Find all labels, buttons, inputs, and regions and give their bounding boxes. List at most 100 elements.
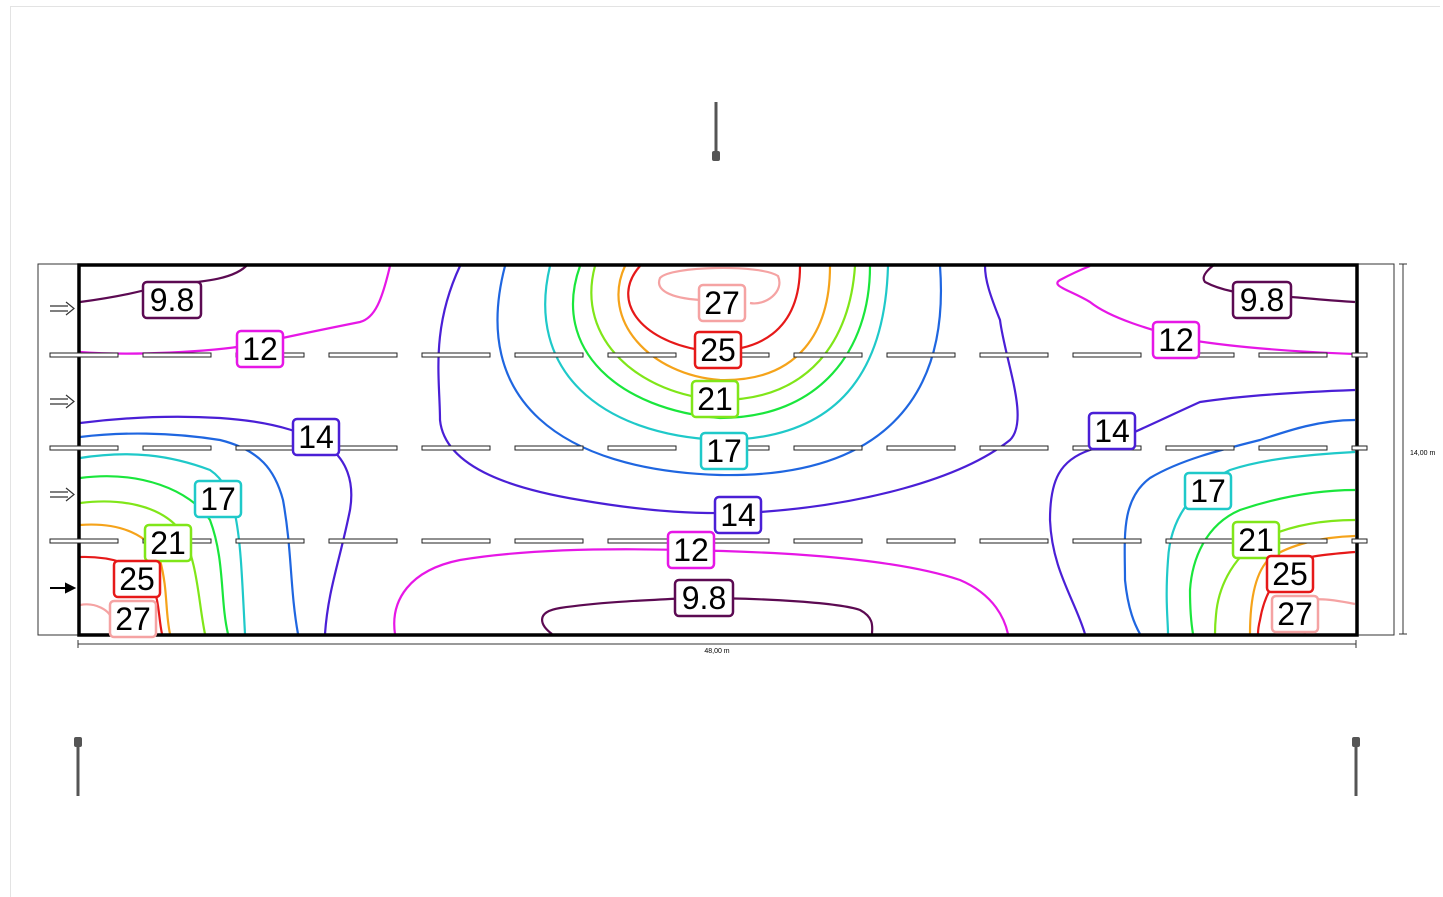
- isoline-label-9_8: 9.8: [1231, 280, 1293, 320]
- label-text: 14: [720, 497, 756, 533]
- label-box: [1265, 554, 1315, 594]
- label-text: 9.8: [1240, 282, 1284, 318]
- arrow-open-3: [50, 487, 75, 502]
- isoline-green-left: [79, 475, 230, 635]
- isoline-label-21: 21: [690, 379, 740, 419]
- isoline-blue-left: [79, 432, 300, 635]
- lane-dash: [49, 538, 119, 544]
- label-box: [697, 283, 747, 323]
- lane-dash: [607, 538, 677, 544]
- label-text: 21: [1238, 522, 1274, 558]
- label-box: [699, 431, 749, 471]
- isoline-blue-right: [1123, 418, 1356, 635]
- isoline-green-right: [1188, 488, 1356, 635]
- lane-dash: [886, 538, 956, 544]
- label-box: [666, 530, 716, 570]
- arrow-solid: [50, 582, 77, 594]
- luminaire-bottom-right: [1352, 737, 1360, 796]
- label-box: [141, 280, 203, 320]
- isoline-label-25: 25: [112, 559, 162, 599]
- label-text: 17: [1190, 473, 1226, 509]
- label-text: 17: [200, 481, 236, 517]
- direction-arrows: [50, 301, 77, 594]
- label-box: [1231, 520, 1281, 560]
- lane-dash: [607, 352, 677, 358]
- label-text: 27: [115, 601, 151, 637]
- label-text: 14: [298, 419, 334, 455]
- isoline-labels: 9.81214172125272725211714129.89.81214172…: [108, 280, 1320, 639]
- isoline-27-center: [657, 266, 781, 305]
- label-box: [673, 578, 735, 618]
- lane-dash: [1351, 538, 1368, 544]
- width-dimension-label: 48,00 m: [704, 648, 729, 655]
- lane-dash: [49, 352, 119, 358]
- label-box: [1183, 471, 1233, 511]
- isoline-label-12: 12: [1151, 320, 1201, 360]
- lane-dash: [979, 445, 1049, 451]
- lane-dash: [142, 445, 212, 451]
- isoline-label-27: 27: [697, 283, 747, 323]
- lane-dash: [421, 352, 491, 358]
- lane-dash: [514, 352, 584, 358]
- lane-dash: [421, 445, 491, 451]
- lane-dash: [49, 445, 119, 451]
- label-text: 14: [1094, 413, 1130, 449]
- isoline-label-27: 27: [1270, 594, 1320, 634]
- isoline-label-9_8: 9.8: [141, 280, 203, 320]
- lane-dash: [1351, 352, 1368, 358]
- lane-dash: [1258, 352, 1328, 358]
- lane-dash: [328, 538, 398, 544]
- label-text: 27: [704, 285, 740, 321]
- isoline-label-21: 21: [1231, 520, 1281, 560]
- isoline-label-17: 17: [699, 431, 749, 471]
- label-text: 27: [1277, 596, 1313, 632]
- isoline-label-25: 25: [693, 330, 743, 370]
- label-text: 17: [706, 433, 742, 469]
- isoline-label-27: 27: [108, 599, 158, 639]
- label-text: 21: [150, 525, 186, 561]
- isoline-label-14: 14: [291, 417, 341, 457]
- lane-dash: [1258, 445, 1328, 451]
- lane-dash: [1072, 352, 1142, 358]
- dimension-height: [1399, 263, 1407, 635]
- isoline-label-17: 17: [193, 479, 243, 519]
- isoline-label-14: 14: [1087, 411, 1137, 451]
- lane-dash: [793, 352, 863, 358]
- label-box: [1087, 411, 1137, 451]
- dimension-width: [77, 640, 1357, 648]
- isoline-21-right: [1213, 518, 1356, 635]
- label-text: 25: [1272, 556, 1308, 592]
- label-box: [235, 329, 285, 369]
- label-text: 9.8: [150, 282, 194, 318]
- isoline-label-12: 12: [235, 329, 285, 369]
- isoline-label-17: 17: [1183, 471, 1233, 511]
- label-box: [1270, 594, 1320, 634]
- lane-dash: [793, 445, 863, 451]
- label-box: [291, 417, 341, 457]
- label-text: 25: [119, 561, 155, 597]
- lane-dash: [979, 352, 1049, 358]
- label-text: 12: [242, 331, 278, 367]
- lane-dash: [886, 352, 956, 358]
- lane-dash: [235, 538, 305, 544]
- lane-dash: [142, 352, 212, 358]
- drawing-frame: [10, 6, 1440, 897]
- lane-dash: [607, 445, 677, 451]
- label-box: [693, 330, 743, 370]
- lane-dash: [514, 445, 584, 451]
- lane-dash: [793, 538, 863, 544]
- label-text: 12: [673, 532, 709, 568]
- isoline-12-top-right: [1056, 264, 1356, 356]
- label-box: [690, 379, 740, 419]
- label-box: [143, 523, 193, 563]
- label-box: [112, 559, 162, 599]
- luminaire-top: [712, 102, 720, 161]
- isoline-27-left: [79, 603, 114, 635]
- label-text: 25: [700, 332, 736, 368]
- height-dimension-label: 14,00 m: [1410, 450, 1435, 457]
- isoline-12-top-left: [79, 265, 392, 355]
- isoline-label-9_8: 9.8: [673, 578, 735, 618]
- lane-dash: [421, 538, 491, 544]
